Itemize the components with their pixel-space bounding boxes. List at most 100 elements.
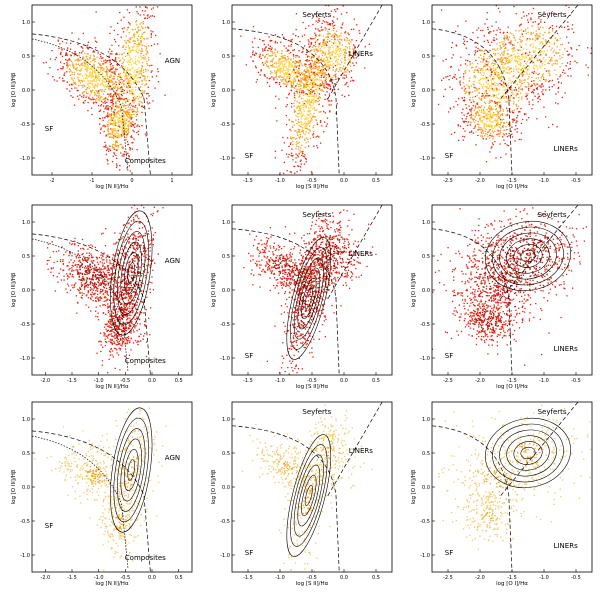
data-point: [561, 96, 563, 99]
data-point: [63, 80, 65, 82]
data-point: [293, 94, 296, 96]
data-point: [70, 95, 72, 97]
data-point: [484, 65, 486, 67]
data-point: [342, 77, 344, 79]
data-point: [525, 57, 527, 59]
data-point: [469, 99, 471, 101]
data-point: [129, 106, 132, 109]
data-point: [307, 39, 309, 41]
data-point: [533, 82, 535, 85]
data-point: [335, 61, 337, 63]
data-point: [318, 67, 320, 69]
data-point: [318, 96, 321, 98]
data-point: [308, 25, 310, 27]
data-point: [478, 115, 480, 117]
data-point: [103, 90, 105, 92]
data-point: [308, 73, 310, 75]
data-point: [567, 28, 569, 31]
data-point: [132, 125, 134, 127]
data-point: [94, 37, 96, 39]
data-point: [318, 103, 320, 105]
data-point: [96, 77, 99, 79]
data-point: [288, 60, 290, 63]
data-point: [475, 111, 478, 113]
data-point: [576, 62, 578, 64]
data-point: [513, 109, 515, 111]
data-point: [329, 23, 332, 25]
data-point: [256, 79, 258, 81]
data-point: [346, 69, 348, 71]
data-point: [293, 62, 296, 64]
data-point: [516, 120, 518, 122]
data-point: [117, 146, 119, 148]
data-point: [294, 71, 296, 73]
annotation-liners: LINERs: [554, 145, 578, 153]
data-point: [143, 79, 145, 81]
data-point: [353, 54, 355, 56]
data-point: [304, 85, 306, 87]
data-point: [144, 31, 146, 33]
data-point: [135, 119, 138, 121]
data-point: [100, 70, 102, 72]
data-point: [280, 67, 283, 70]
data-point: [117, 130, 119, 132]
data-point: [538, 95, 541, 97]
data-point: [555, 52, 557, 55]
data-point: [120, 78, 122, 81]
data-point: [313, 86, 315, 88]
data-point: [277, 51, 279, 54]
data-point: [314, 79, 316, 81]
data-point: [105, 115, 108, 117]
data-point: [62, 66, 64, 68]
data-point: [493, 75, 495, 78]
data-point: [479, 120, 482, 122]
data-point: [117, 105, 119, 108]
data-point: [119, 120, 121, 122]
data-point: [475, 144, 477, 146]
data-point: [289, 192, 290, 193]
data-point: [340, 70, 342, 72]
data-point: [110, 63, 112, 65]
data-point: [115, 142, 117, 144]
data-point: [533, 67, 535, 69]
data-point: [501, 41, 503, 43]
data-point: [488, 101, 491, 103]
data-point: [522, 118, 524, 121]
data-point: [258, 56, 261, 58]
data-point: [61, 55, 64, 58]
data-point: [278, 76, 281, 78]
data-point: [66, 67, 68, 69]
data-point: [84, 53, 86, 55]
data-point: [483, 53, 486, 55]
data-point: [341, 44, 343, 46]
data-point: [536, 38, 538, 40]
data-point: [321, 49, 323, 52]
data-point: [323, 58, 325, 60]
panel-row2-col1: -2.0 -1.5 -1.0 -0.5 0.0 0.5-1.0-0.50.00.51.0l…: [11, 204, 193, 390]
data-point: [298, 80, 300, 82]
data-point: [484, 23, 486, 25]
data-point: [134, 42, 136, 45]
data-point: [108, 81, 110, 83]
data-point: [552, 34, 555, 37]
data-point: [123, 76, 126, 78]
data-point: [461, 112, 463, 114]
data-point: [505, 68, 507, 70]
data-point: [330, 104, 332, 106]
data-point: [474, 108, 476, 110]
data-point: [105, 135, 107, 137]
data-point: [332, 46, 334, 48]
data-point: [495, 49, 497, 51]
data-point: [505, 46, 507, 49]
data-point: [324, 53, 326, 55]
data-point: [316, 51, 319, 53]
data-point: [260, 69, 262, 71]
data-point: [132, 89, 134, 91]
data-point: [137, 80, 139, 83]
data-point: [120, 89, 122, 91]
data-point: [298, 124, 300, 126]
data-point: [257, 71, 259, 74]
data-point: [305, 65, 307, 68]
data-point: [333, 56, 335, 58]
data-point: [496, 115, 498, 117]
